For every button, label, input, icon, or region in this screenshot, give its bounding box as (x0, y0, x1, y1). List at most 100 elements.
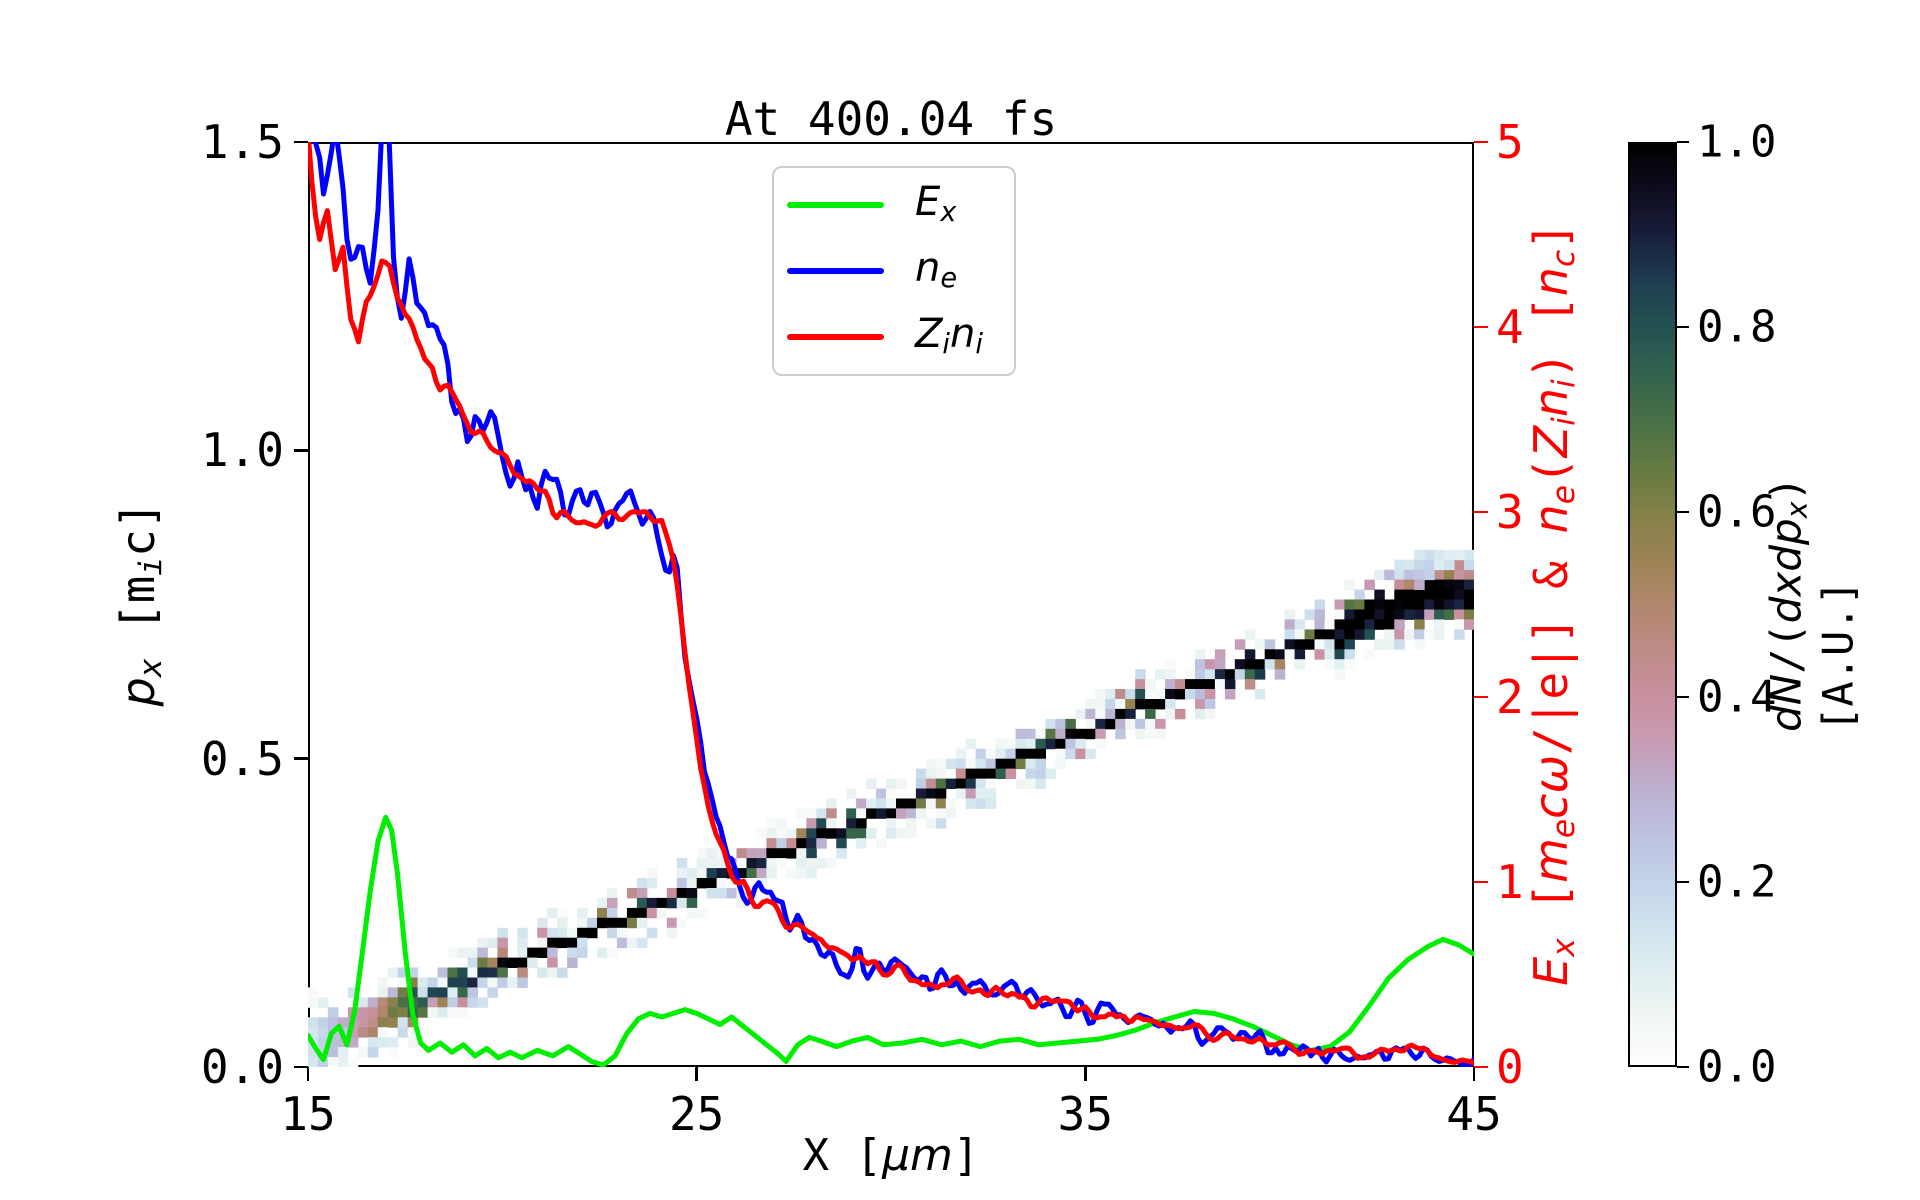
phase-space-cell (577, 937, 588, 949)
phase-space-cell (487, 987, 498, 998)
phase-space-cell (896, 828, 907, 839)
phase-space-cell (1075, 738, 1086, 750)
phase-space-cell (945, 778, 957, 789)
phase-space-cell (1354, 599, 1365, 610)
phase-space-cell (407, 1037, 419, 1048)
phase-space-cell (607, 907, 618, 919)
phase-space-cell (1065, 738, 1076, 750)
phase-space-cell (1344, 579, 1355, 590)
phase-space-cell (776, 858, 787, 869)
label-part: E (1524, 956, 1579, 986)
phase-space-cell (1165, 659, 1176, 670)
phase-space-cell (1404, 579, 1415, 590)
phase-space-cell (357, 1007, 369, 1018)
phase-space-cell (1115, 718, 1126, 730)
y-right-tick-label: 5 (1496, 115, 1524, 169)
phase-space-cell (377, 1017, 389, 1028)
phase-space-cell (1424, 589, 1435, 600)
phase-space-cell (965, 778, 977, 789)
phase-space-cell (477, 937, 488, 949)
phase-space-cell (1394, 569, 1405, 581)
phase-space-cell (347, 1037, 359, 1048)
phase-space-cell (308, 1017, 319, 1028)
phase-space-cell (756, 858, 767, 869)
phase-space-cell (876, 838, 887, 849)
phase-space-and-curves-canvas (308, 142, 1474, 1067)
phase-space-cell (716, 878, 728, 889)
phase-space-cell (527, 947, 538, 958)
phase-space-cell (547, 907, 558, 919)
phase-space-cell (1414, 599, 1425, 610)
legend-line-swatch (787, 334, 884, 340)
y-left-tick-label: 0.5 (200, 731, 284, 786)
phase-space-cell (577, 947, 588, 958)
phase-space-cell (1414, 639, 1425, 650)
phase-space-cell (925, 758, 937, 770)
phase-space-cell (567, 937, 578, 949)
phase-space-cell (387, 997, 399, 1008)
phase-space-cell (1025, 748, 1036, 760)
phase-space-cell (1374, 609, 1385, 620)
phase-space-cell (1434, 549, 1445, 561)
phase-space-cell (736, 868, 747, 879)
phase-space-cell (397, 967, 409, 978)
phase-space-cell (517, 957, 528, 968)
phase-space-cell (607, 917, 618, 929)
phase-space-cell (1434, 559, 1445, 571)
phase-space-cell (437, 967, 449, 978)
phase-space-cell (1254, 669, 1266, 680)
label-part: x (1545, 938, 1582, 957)
phase-space-cell (597, 917, 608, 929)
phase-space-cell (477, 947, 488, 958)
phase-space-cell (676, 917, 688, 929)
phase-space-cell (636, 888, 648, 899)
label-part: c (1545, 249, 1582, 268)
phase-space-cell (1185, 689, 1196, 700)
phase-space-cell (437, 977, 449, 988)
phase-space-cell (1294, 639, 1306, 650)
phase-space-cell (1464, 579, 1474, 590)
phase-space-cell (1324, 619, 1335, 630)
phase-space-cell (1324, 659, 1335, 670)
phase-space-cell (676, 858, 688, 869)
label-part: i (1545, 379, 1582, 388)
y-right-tick-label: 0 (1496, 1040, 1524, 1094)
phase-space-cell (1334, 599, 1345, 610)
phase-space-cell (746, 868, 757, 879)
phase-space-cell (1075, 748, 1086, 760)
phase-space-cell (955, 788, 967, 799)
phase-space-cell (866, 798, 877, 809)
label-part: i (975, 328, 983, 360)
phase-space-cell (1314, 649, 1325, 660)
phase-space-cell (447, 967, 458, 978)
phase-space-cell (1195, 649, 1206, 660)
phase-space-cell (308, 987, 319, 998)
label-part: /( (1761, 623, 1811, 674)
phase-space-cell (1025, 738, 1036, 750)
phase-space-cell (836, 828, 847, 839)
phase-space-cell (1204, 679, 1216, 690)
phase-space-cell (846, 808, 857, 819)
phase-space-cell (985, 798, 997, 809)
phase-space-cell (1284, 609, 1296, 620)
phase-space-cell (746, 848, 757, 859)
phase-space-cell (806, 848, 817, 859)
phase-space-cell (367, 997, 379, 1008)
y-left-tick-mark (294, 1065, 308, 1069)
phase-space-cell (597, 947, 608, 958)
phase-space-cell (357, 997, 369, 1008)
phase-space-cell (1334, 649, 1345, 660)
phase-space-cell (876, 798, 887, 809)
phase-space-cell (1364, 629, 1375, 640)
phase-space-cell (1195, 669, 1206, 680)
colorbar-label: dN/(dxdpx) [A.U.] (1761, 476, 1862, 732)
phase-space-cell (377, 977, 389, 988)
phase-space-cell (766, 858, 777, 869)
colorbar-tick-label: 0.0 (1697, 1041, 1777, 1093)
phase-space-cell (1055, 748, 1066, 760)
phase-space-cell (766, 828, 777, 839)
phase-space-cell (995, 758, 1007, 770)
phase-space-cell (816, 808, 827, 819)
phase-space-cell (497, 937, 508, 949)
